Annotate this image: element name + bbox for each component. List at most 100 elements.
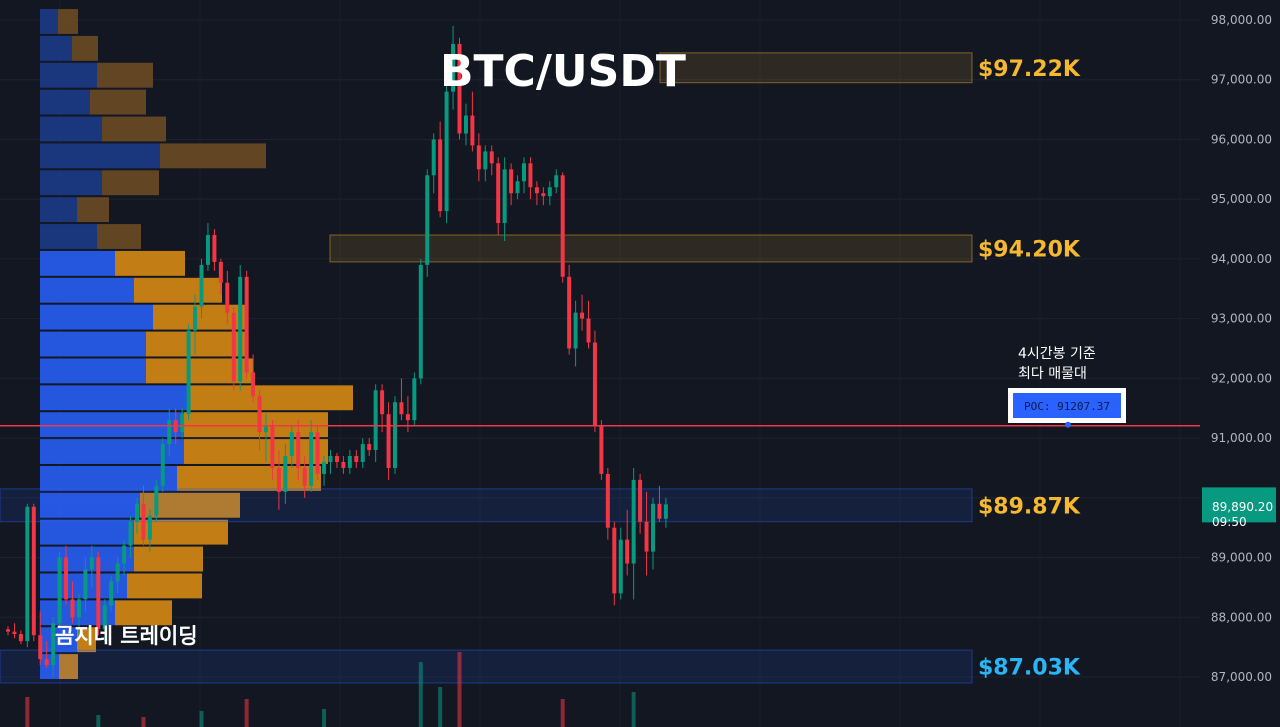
candle-body — [405, 414, 410, 421]
candle-body — [425, 175, 430, 265]
volume-profile-down-bar — [146, 331, 247, 357]
volume-profile-up-bar — [40, 627, 77, 653]
volume-profile-up-bar — [40, 197, 77, 223]
candle-body — [193, 306, 198, 331]
candle-body — [393, 402, 397, 468]
volume-profile-up-bar — [40, 89, 90, 115]
volume-profile-down-bar — [58, 9, 78, 34]
candle-body — [451, 43, 456, 92]
volume-profile-down-bar — [184, 439, 328, 464]
candle-body — [580, 312, 585, 319]
volume-bar — [457, 652, 462, 727]
volume-profile-up-bar — [40, 62, 97, 88]
candle-body — [31, 506, 36, 636]
candle-body — [567, 276, 572, 349]
candle-body — [89, 557, 94, 570]
candle-body — [657, 503, 662, 519]
candle-body — [573, 312, 578, 349]
candle-body — [592, 342, 597, 427]
volume-profile-down-bar — [146, 358, 253, 384]
candle-body — [12, 631, 17, 634]
volume-profile-down-bar — [77, 627, 96, 653]
volume-profile-down-bar — [97, 224, 141, 249]
candle-body — [457, 43, 462, 134]
candle-body — [122, 545, 127, 564]
candle-body — [438, 139, 443, 212]
candle-body — [296, 432, 301, 468]
volume-profile-up-bar — [40, 358, 146, 384]
candle-body — [547, 187, 552, 197]
price-zone — [0, 488, 973, 523]
candle-body — [618, 539, 623, 594]
candle-body — [147, 515, 152, 540]
volume-profile-up-bar — [40, 224, 97, 249]
candle-body — [218, 261, 223, 283]
zone-label: $97.22K — [978, 57, 1081, 82]
candle-body — [476, 145, 481, 170]
volume-bar — [322, 709, 327, 727]
volume-profile-up-bar — [40, 546, 134, 572]
y-tick-label: 94,000.00 — [1211, 252, 1272, 266]
poc-marker — [1065, 421, 1071, 428]
volume-profile-up-bar — [40, 519, 134, 545]
candle-body — [651, 503, 655, 552]
volume-profile-up-bar — [40, 250, 115, 276]
volume-profile-up-bar — [40, 412, 184, 438]
candle-body — [522, 163, 526, 182]
y-tick-label: 96,000.00 — [1211, 132, 1272, 146]
candle-body — [534, 187, 539, 194]
candle-body — [360, 444, 365, 462]
candle-body — [180, 414, 185, 433]
candle-body — [238, 276, 243, 382]
candle-body — [270, 426, 275, 468]
volume-profile-down-bar — [59, 654, 78, 679]
candle-body — [625, 539, 630, 564]
volume-bar — [560, 699, 565, 727]
candle-body — [631, 479, 636, 564]
candle-body — [64, 557, 69, 600]
candle-body — [470, 115, 475, 146]
candle-body — [167, 420, 172, 445]
volume-profile-up-bar — [40, 304, 153, 330]
volume-profile-down-bar — [102, 116, 166, 142]
volume-profile-down-bar — [160, 143, 266, 169]
candle-body — [386, 414, 391, 468]
y-tick-label: 98,000.00 — [1211, 13, 1272, 27]
candle-body — [212, 235, 217, 262]
candle-body — [554, 175, 559, 188]
candle-body — [322, 461, 327, 474]
candle-body — [51, 623, 56, 666]
candle-body — [380, 390, 385, 415]
candle-body — [18, 633, 23, 642]
candle-body — [560, 175, 565, 277]
y-tick-label: 97,000.00 — [1211, 73, 1272, 87]
poc-note-line1: 4시간봉 기준 — [1018, 346, 1096, 362]
candle-body — [128, 521, 133, 546]
volume-profile-down-bar — [77, 197, 109, 223]
volume-bar — [418, 662, 423, 727]
volume-profile-down-bar — [127, 573, 202, 599]
candle-body — [44, 659, 49, 666]
candle-body — [283, 456, 288, 492]
candle-body — [367, 444, 372, 451]
volume-profile-up-bar — [40, 492, 140, 518]
candle-body — [515, 181, 520, 194]
poc-label: POC: 91207.37 — [1024, 400, 1110, 413]
volume-profile-down-bar — [184, 412, 328, 438]
zone-labels: $97.22K $94.20K $89.87K $87.03K — [978, 57, 1081, 681]
candle-body — [483, 151, 488, 170]
candle-body — [76, 599, 81, 618]
y-axis: 98,000.00 97,000.00 96,000.00 95,000.00 94,0… — [1211, 13, 1272, 684]
volume-profile-down-bar — [115, 600, 172, 626]
candle-body — [586, 318, 591, 343]
candle-body — [96, 557, 101, 630]
volume-profile-down-bar — [134, 277, 222, 303]
candles — [6, 25, 668, 677]
y-tick-label: 88,000.00 — [1211, 610, 1272, 624]
price-zones — [0, 52, 973, 684]
zone-label: $89.87K — [978, 494, 1081, 519]
candle-body — [334, 456, 339, 462]
candle-body — [638, 479, 643, 522]
volume-profile-up-bar — [40, 9, 58, 34]
